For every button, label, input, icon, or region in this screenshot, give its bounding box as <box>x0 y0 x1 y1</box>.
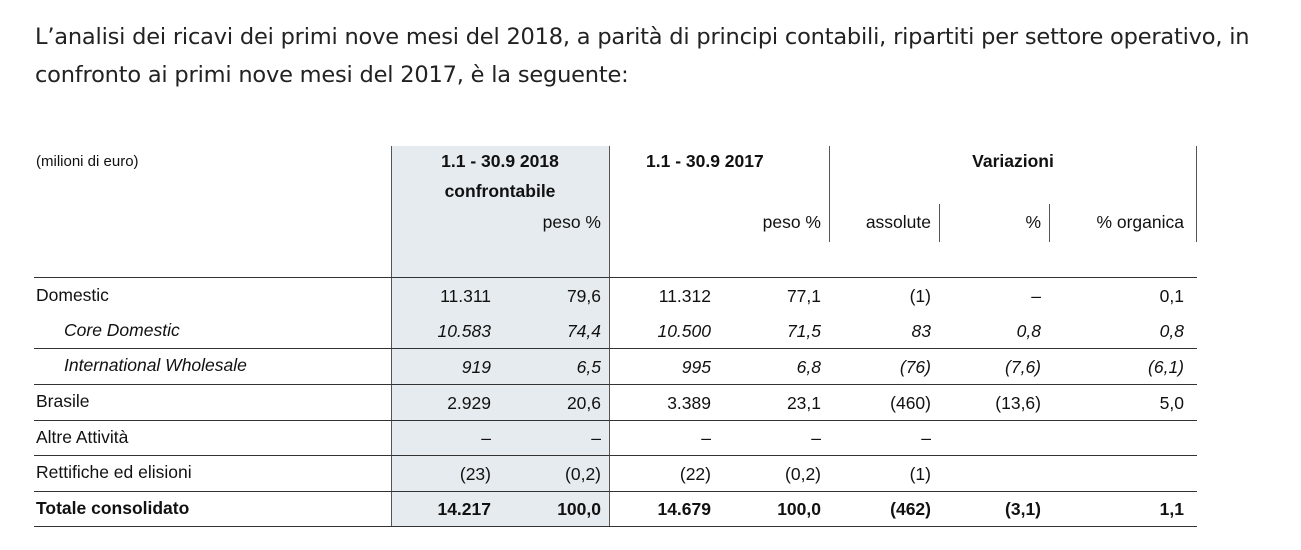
cell-p2018: – <box>591 428 601 448</box>
header-pct-organica: % organica <box>1096 212 1184 232</box>
cell-abs: (76) <box>899 357 931 377</box>
cell-org: 5,0 <box>1159 393 1184 413</box>
cell-abs: (460) <box>890 393 931 413</box>
cell-v2018: 11.311 <box>440 286 491 306</box>
intro-paragraph: L’analisi dei ricavi dei primi nove mesi… <box>35 24 1250 88</box>
cell-v2017: 11.312 <box>658 286 711 306</box>
row-label: Domestic <box>36 285 109 305</box>
header-peso-2017: peso % <box>762 212 821 232</box>
cell-pct: (7,6) <box>1005 357 1041 377</box>
cell-p2018: 20,6 <box>566 393 601 413</box>
cell-v2018: 14.217 <box>437 499 491 519</box>
separator-2018-right <box>609 146 610 527</box>
cell-p2018: 100,0 <box>557 499 601 519</box>
header-period-2017: 1.1 - 30.9 2017 <box>646 151 764 171</box>
cell-pct: 0,8 <box>1016 321 1041 341</box>
cell-org: 1,1 <box>1159 499 1184 519</box>
header-variazioni: Variazioni <box>972 151 1054 171</box>
cell-v2018: 2.929 <box>447 393 491 413</box>
header-pct: % <box>1025 212 1041 232</box>
row-rule-2 <box>34 384 1197 385</box>
cell-p2017: 6,8 <box>796 357 821 377</box>
cell-v2018: (23) <box>459 464 491 484</box>
unit-label: (milioni di euro) <box>36 153 139 170</box>
separator-table-right <box>1196 146 1197 242</box>
cell-p2017: – <box>811 428 821 448</box>
header-period-2018: 1.1 - 30.9 2018 <box>441 151 559 171</box>
cell-v2017: 995 <box>681 357 711 377</box>
cell-v2018: 919 <box>461 357 491 377</box>
row-rule-1 <box>34 348 1197 349</box>
cell-p2017: 71,5 <box>786 321 821 341</box>
row-label: International Wholesale <box>64 355 247 375</box>
cell-pct: (13,6) <box>995 393 1041 413</box>
cell-abs: – <box>921 428 931 448</box>
cell-p2017: 100,0 <box>777 499 821 519</box>
cell-v2018: 10.583 <box>437 321 491 341</box>
cell-pct: – <box>1031 286 1041 306</box>
header-period-2018-sub: confrontabile <box>444 181 556 201</box>
cell-p2018: 74,4 <box>566 321 601 341</box>
cell-v2017: (22) <box>679 464 711 484</box>
cell-v2017: 3.389 <box>667 393 711 413</box>
cell-v2017: 10.500 <box>657 321 711 341</box>
cell-org: (6,1) <box>1148 357 1184 377</box>
row-label: Brasile <box>36 391 90 411</box>
cell-p2018: (0,2) <box>565 464 601 484</box>
row-label-total: Totale consolidato <box>36 498 190 518</box>
cell-p2018: 6,5 <box>576 357 601 377</box>
header-rule <box>34 277 1197 278</box>
row-rule-3 <box>34 420 1197 421</box>
header-peso-2018: peso % <box>542 212 601 232</box>
cell-p2017: (0,2) <box>785 464 821 484</box>
cell-v2017: 14.679 <box>657 499 711 519</box>
table-bottom-rule <box>34 526 1197 527</box>
row-label: Core Domestic <box>64 320 180 340</box>
cell-v2017: – <box>701 428 711 448</box>
separator-2017-right <box>829 146 830 242</box>
cell-abs: (1) <box>909 286 931 306</box>
cell-abs: (1) <box>909 464 931 484</box>
cell-pct: (3,1) <box>1005 499 1041 519</box>
cell-abs: 83 <box>911 321 931 341</box>
cell-v2018: – <box>481 428 491 448</box>
row-label: Rettifiche ed elisioni <box>36 462 192 482</box>
cell-p2017: 77,1 <box>786 286 821 306</box>
row-label: Altre Attività <box>36 427 129 447</box>
cell-p2018: 79,6 <box>566 286 601 306</box>
row-rule-5 <box>34 491 1197 492</box>
column-shade-2018 <box>391 146 609 527</box>
separator-2018-left <box>391 146 392 527</box>
cell-p2017: 23,1 <box>786 393 821 413</box>
row-rule-4 <box>34 455 1197 456</box>
separator-pct <box>1049 204 1050 242</box>
header-assolute: assolute <box>865 212 931 232</box>
separator-assolute <box>939 204 940 242</box>
cell-org: 0,1 <box>1159 286 1184 306</box>
cell-org: 0,8 <box>1159 321 1184 341</box>
cell-abs: (462) <box>890 499 931 519</box>
